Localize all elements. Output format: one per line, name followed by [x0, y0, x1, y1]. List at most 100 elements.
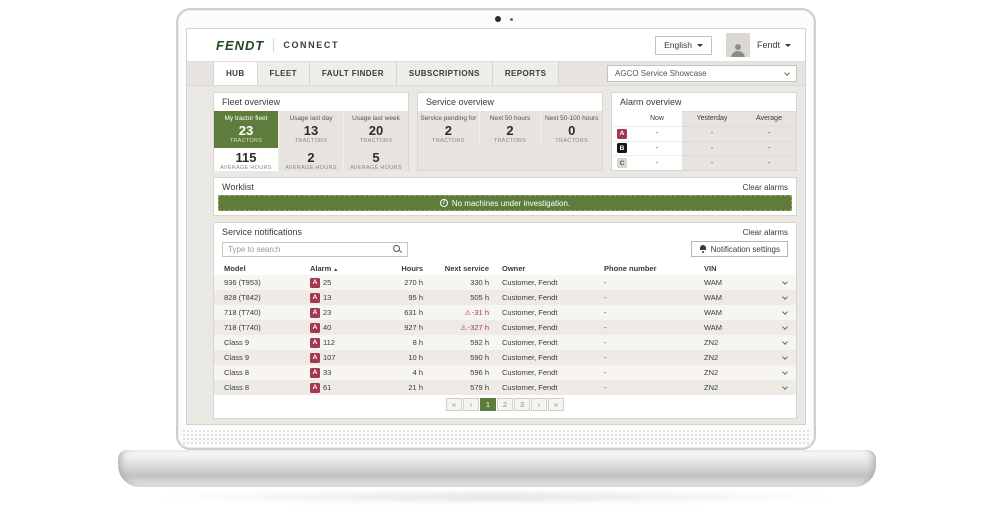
fleet-card[interactable]: My tractor fleet 23 TRACTORS 115 AVERAGE… [214, 111, 278, 171]
notifications-header: Service notifications Clear alarms [214, 223, 796, 240]
table-row[interactable]: 718 (T740) A 40 927 h ⚠-327 h Customer, … [214, 320, 796, 335]
cell-model: 828 (T842) [224, 293, 261, 302]
cell-vin: ZN2 [704, 368, 719, 377]
cell-owner: Customer, Fendt [502, 278, 558, 287]
table-row[interactable]: Class 8 A 33 4 h 596 h Customer, Fendt -… [214, 365, 796, 380]
table-row[interactable]: Class 8 A 61 21 h 579 h Customer, Fendt … [214, 380, 796, 395]
cell-phone: - [604, 293, 607, 302]
cell-alarm: A 25 [310, 277, 380, 288]
service-card[interactable]: Next 50 hours 2 TRACTORS [478, 111, 541, 144]
col-phone[interactable]: Phone number [604, 263, 657, 273]
alarm-badge: A [310, 322, 320, 333]
expand-row-button[interactable] [774, 338, 796, 345]
fleet-card[interactable]: Usage last day 13 TRACTORS 2 AVERAGE HOU… [278, 111, 343, 171]
nav-tab[interactable]: HUB [213, 62, 258, 85]
alarm-now-value: - [632, 140, 682, 156]
expand-row-button[interactable] [774, 293, 796, 300]
chevron-down-icon [782, 293, 788, 300]
alarm-yesterday-value: - [682, 140, 742, 156]
expand-row-button[interactable] [774, 368, 796, 375]
alarm-badge: C [617, 158, 627, 169]
alarm-overview-grid: Now Yesterday Average A - - - B - - - [612, 111, 796, 170]
worklist-panel: Worklist Clear alarms i No machines unde… [213, 177, 797, 216]
col-owner[interactable]: Owner [502, 263, 526, 273]
webcam-icon [495, 16, 501, 22]
alarm-badge: B [617, 143, 627, 154]
cell-next-service: 596 h [428, 368, 494, 377]
chevron-down-icon [784, 69, 790, 76]
speaker-grille [182, 429, 810, 446]
alarm-type-icon: A [612, 125, 632, 141]
fleet-card[interactable]: Usage last week 20 TRACTORS 5 AVERAGE HO… [343, 111, 408, 171]
col-alarm[interactable]: Alarm ▲ [310, 263, 339, 273]
service-card-unit: TRACTORS [555, 138, 588, 144]
table-row[interactable]: 718 (T740) A 23 631 h ⚠-31 h Customer, F… [214, 305, 796, 320]
pagination-button[interactable]: 1 [480, 398, 496, 411]
expand-row-button[interactable] [774, 323, 796, 330]
nav-tab[interactable]: SUBSCRIPTIONS [396, 62, 493, 85]
cell-hours: 10 h [408, 353, 423, 362]
table-row[interactable]: 828 (T842) A 13 95 h 505 h Customer, Fen… [214, 290, 796, 305]
fendt-logo: FENDT [216, 37, 265, 53]
notifications-title: Service notifications [222, 227, 303, 237]
dealer-select[interactable]: AGCO Service Showcase [607, 65, 797, 82]
search-icon[interactable] [393, 244, 402, 254]
expand-row-button[interactable] [774, 278, 796, 285]
pagination-button[interactable]: 3 [514, 398, 530, 411]
content: Fleet overview My tractor fleet 23 TRACT… [187, 86, 805, 424]
worklist-clear-alarms-link[interactable]: Clear alarms [742, 182, 788, 192]
search-input[interactable] [228, 244, 393, 254]
pagination-button[interactable]: 2 [497, 398, 513, 411]
next-service-value: 596 h [470, 368, 489, 377]
service-card[interactable]: Next 50-100 hours 0 TRACTORS [540, 111, 602, 144]
col-next-service[interactable]: Next service [444, 263, 489, 273]
service-notifications-panel: Service notifications Clear alarms Notif… [213, 222, 797, 419]
expand-row-button[interactable] [774, 308, 796, 315]
table-row[interactable]: 936 (T953) A 25 270 h 330 h Customer, Fe… [214, 275, 796, 290]
avatar[interactable] [725, 33, 750, 57]
alarm-count: 25 [323, 278, 332, 287]
nav-tab[interactable]: REPORTS [492, 62, 560, 85]
alarm-badge: A [617, 128, 627, 139]
cell-owner: Customer, Fendt [502, 368, 558, 377]
nav-tab[interactable]: FAULT FINDER [309, 62, 397, 85]
nav-tab-label: SUBSCRIPTIONS [408, 69, 480, 78]
col-hours[interactable]: Hours [401, 263, 423, 273]
dealer-select-value: AGCO Service Showcase [615, 69, 707, 78]
main-nav: HUB FLEET FAULT FINDER SUBSCRIPTIONS REP… [187, 62, 805, 86]
alarm-count: 112 [323, 338, 335, 347]
search-box [222, 241, 408, 257]
user-menu[interactable]: Fendt [757, 40, 791, 50]
alarm-now-value: - [632, 155, 682, 170]
fleet-card-value: 23 [238, 123, 254, 138]
cell-hours: 8 h [412, 338, 423, 347]
pagination-button[interactable]: ‹ [463, 398, 479, 411]
fleet-card-unit: TRACTORS [229, 138, 263, 144]
worklist-banner-text: No machines under investigation. [451, 198, 571, 208]
pagination-button[interactable]: › [531, 398, 547, 411]
screen: FENDT CONNECT English Fendt HUB FLEET FA… [186, 28, 806, 425]
expand-row-button[interactable] [774, 353, 796, 360]
notifications-clear-alarms-link[interactable]: Clear alarms [742, 227, 788, 237]
cell-model: Class 9 [224, 353, 250, 362]
expand-row-button[interactable] [774, 383, 796, 390]
table-row[interactable]: Class 9 A 112 8 h 592 h Customer, Fendt … [214, 335, 796, 350]
pagination-button[interactable]: » [548, 398, 564, 411]
nav-tab[interactable]: FLEET [257, 62, 310, 85]
service-card[interactable]: Service pending for 2 TRACTORS [418, 111, 479, 144]
language-label: English [664, 40, 692, 50]
col-vin[interactable]: VIN [704, 263, 717, 273]
cell-owner: Customer, Fendt [502, 338, 558, 347]
notification-settings-button[interactable]: Notification settings [690, 241, 788, 257]
col-model[interactable]: Model [224, 263, 246, 273]
cell-hours: 95 h [408, 293, 423, 302]
cell-next-service: 592 h [428, 338, 494, 347]
fleet-card-label: Usage last day [289, 115, 333, 122]
service-card-label: Next 50 hours [489, 115, 531, 122]
fleet-card-value: 20 [368, 123, 384, 138]
language-selector[interactable]: English [655, 35, 712, 55]
table-row[interactable]: Class 9 A 107 10 h 590 h Customer, Fendt… [214, 350, 796, 365]
webcam-led-icon [510, 18, 513, 21]
pagination-button[interactable]: « [446, 398, 462, 411]
